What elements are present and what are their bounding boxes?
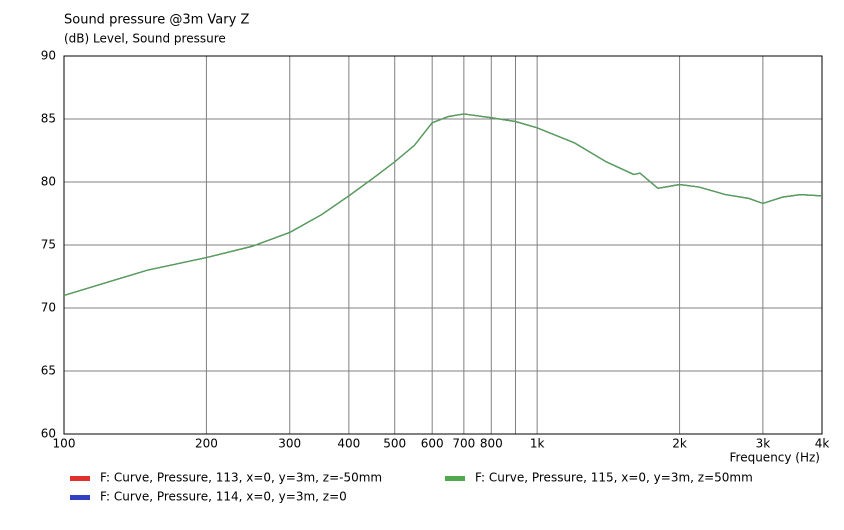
legend-swatch xyxy=(70,476,90,481)
x-tick-label: 400 xyxy=(337,437,360,451)
y-tick-label: 75 xyxy=(41,238,56,252)
x-tick-label: 100 xyxy=(53,437,76,451)
data-line xyxy=(63,113,823,296)
chart-subtitle: (dB) Level, Sound pressure xyxy=(64,32,226,46)
y-tick-label: 80 xyxy=(41,175,56,189)
x-tick-label: 800 xyxy=(480,437,503,451)
x-tick-label: 3k xyxy=(756,437,771,451)
x-tick-label: 600 xyxy=(421,437,444,451)
x-axis-label: Frequency (Hz) xyxy=(730,451,821,465)
legend-swatch xyxy=(70,495,90,500)
legend-label: F: Curve, Pressure, 113, x=0, y=3m, z=-5… xyxy=(100,471,382,485)
y-tick-label: 85 xyxy=(41,112,56,126)
y-tick-label: 65 xyxy=(41,364,56,378)
x-tick-label: 1k xyxy=(530,437,545,451)
y-tick-label: 90 xyxy=(41,49,56,63)
x-tick-label: 2k xyxy=(672,437,687,451)
x-tick-label: 700 xyxy=(452,437,475,451)
x-tick-label: 200 xyxy=(195,437,218,451)
x-tick-label: 4k xyxy=(815,437,830,451)
x-tick-label: 500 xyxy=(383,437,406,451)
x-tick-label: 300 xyxy=(278,437,301,451)
chart-title: Sound pressure @3m Vary Z xyxy=(64,13,249,28)
legend-swatch xyxy=(445,476,465,481)
y-tick-label: 70 xyxy=(41,301,56,315)
plot-frame xyxy=(63,55,823,435)
y-tick-label: 60 xyxy=(41,427,56,441)
legend-label: F: Curve, Pressure, 115, x=0, y=3m, z=50… xyxy=(475,471,753,485)
legend-label: F: Curve, Pressure, 114, x=0, y=3m, z=0 xyxy=(100,490,347,504)
